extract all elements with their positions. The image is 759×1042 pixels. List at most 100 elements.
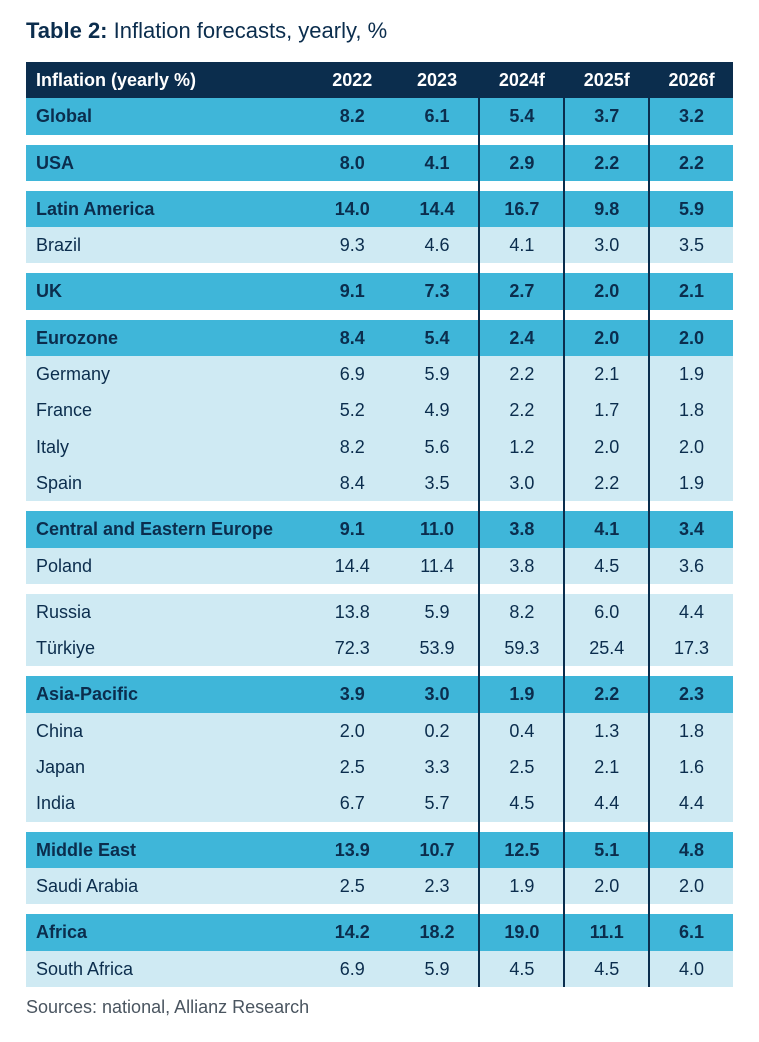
cell-value: 4.5 — [563, 951, 648, 987]
cell-value: 5.7 — [394, 785, 479, 821]
cell-value: 1.2 — [478, 429, 563, 465]
cell-value: 5.9 — [648, 191, 733, 227]
row-label: Russia — [26, 594, 309, 630]
cell-value: 3.7 — [563, 98, 648, 134]
cell-value: 8.4 — [309, 320, 394, 356]
cell-value: 4.0 — [648, 951, 733, 987]
cell-value: 2.1 — [563, 356, 648, 392]
gap-row — [26, 584, 733, 594]
cell-value: 6.9 — [309, 356, 394, 392]
cell-value: 4.4 — [563, 785, 648, 821]
row-label: Eurozone — [26, 320, 309, 356]
gap-row — [26, 181, 733, 191]
cell-value: 17.3 — [648, 630, 733, 666]
cell-value: 2.5 — [309, 868, 394, 904]
cell-value: 2.0 — [563, 273, 648, 309]
cell-value: 5.1 — [563, 832, 648, 868]
row-label: Brazil — [26, 227, 309, 263]
cell-value: 2.0 — [309, 713, 394, 749]
cell-value: 6.9 — [309, 951, 394, 987]
header-col: 2026f — [648, 62, 733, 98]
inflation-table: Inflation (yearly %) 2022 2023 2024f 202… — [26, 62, 733, 987]
cell-value: 3.3 — [394, 749, 479, 785]
cell-value: 4.5 — [563, 548, 648, 584]
gap-row — [26, 904, 733, 914]
row-label: South Africa — [26, 951, 309, 987]
country-row: India6.75.74.54.44.4 — [26, 785, 733, 821]
cell-value: 3.4 — [648, 511, 733, 547]
cell-value: 6.0 — [563, 594, 648, 630]
region-row: Asia-Pacific3.93.01.92.22.3 — [26, 676, 733, 712]
cell-value: 8.4 — [309, 465, 394, 501]
cell-value: 1.9 — [478, 868, 563, 904]
row-label: Central and Eastern Europe — [26, 511, 309, 547]
region-row: Latin America14.014.416.79.85.9 — [26, 191, 733, 227]
title-label: Table 2: — [26, 18, 108, 43]
cell-value: 2.2 — [478, 356, 563, 392]
cell-value: 1.9 — [648, 465, 733, 501]
cell-value: 1.9 — [648, 356, 733, 392]
cell-value: 13.9 — [309, 832, 394, 868]
country-row: Germany6.95.92.22.11.9 — [26, 356, 733, 392]
cell-value: 2.0 — [563, 429, 648, 465]
region-row: Eurozone8.45.42.42.02.0 — [26, 320, 733, 356]
cell-value: 4.5 — [478, 785, 563, 821]
row-label: India — [26, 785, 309, 821]
cell-value: 2.2 — [478, 392, 563, 428]
row-label: Latin America — [26, 191, 309, 227]
cell-value: 2.1 — [563, 749, 648, 785]
cell-value: 2.2 — [563, 465, 648, 501]
region-row: Middle East13.910.712.55.14.8 — [26, 832, 733, 868]
cell-value: 1.6 — [648, 749, 733, 785]
row-label: Germany — [26, 356, 309, 392]
cell-value: 1.7 — [563, 392, 648, 428]
cell-value: 6.7 — [309, 785, 394, 821]
header-col: 2025f — [563, 62, 648, 98]
cell-value: 1.8 — [648, 713, 733, 749]
cell-value: 2.4 — [478, 320, 563, 356]
country-row: Japan2.53.32.52.11.6 — [26, 749, 733, 785]
cell-value: 4.5 — [478, 951, 563, 987]
cell-value: 9.1 — [309, 511, 394, 547]
country-row: Russia13.85.98.26.04.4 — [26, 594, 733, 630]
cell-value: 5.9 — [394, 594, 479, 630]
cell-value: 5.6 — [394, 429, 479, 465]
cell-value: 3.8 — [478, 511, 563, 547]
country-row: Italy8.25.61.22.02.0 — [26, 429, 733, 465]
cell-value: 2.2 — [648, 145, 733, 181]
cell-value: 2.2 — [563, 676, 648, 712]
cell-value: 2.5 — [309, 749, 394, 785]
country-row: Spain8.43.53.02.21.9 — [26, 465, 733, 501]
country-row: Saudi Arabia2.52.31.92.02.0 — [26, 868, 733, 904]
cell-value: 2.3 — [394, 868, 479, 904]
cell-value: 9.3 — [309, 227, 394, 263]
row-label: Spain — [26, 465, 309, 501]
cell-value: 3.9 — [309, 676, 394, 712]
table-header-row: Inflation (yearly %) 2022 2023 2024f 202… — [26, 62, 733, 98]
row-label: Asia-Pacific — [26, 676, 309, 712]
cell-value: 18.2 — [394, 914, 479, 950]
row-label: Saudi Arabia — [26, 868, 309, 904]
cell-value: 2.0 — [648, 320, 733, 356]
cell-value: 1.9 — [478, 676, 563, 712]
cell-value: 7.3 — [394, 273, 479, 309]
table-title: Table 2: Inflation forecasts, yearly, % — [26, 18, 733, 44]
row-label: Japan — [26, 749, 309, 785]
cell-value: 2.2 — [563, 145, 648, 181]
gap-row — [26, 263, 733, 273]
country-row: France5.24.92.21.71.8 — [26, 392, 733, 428]
cell-value: 3.5 — [394, 465, 479, 501]
cell-value: 2.0 — [563, 320, 648, 356]
cell-value: 9.1 — [309, 273, 394, 309]
cell-value: 5.4 — [394, 320, 479, 356]
cell-value: 3.0 — [478, 465, 563, 501]
country-row: Türkiye72.353.959.325.417.3 — [26, 630, 733, 666]
cell-value: 14.4 — [309, 548, 394, 584]
region-row: UK9.17.32.72.02.1 — [26, 273, 733, 309]
cell-value: 1.3 — [563, 713, 648, 749]
cell-value: 5.4 — [478, 98, 563, 134]
cell-value: 14.0 — [309, 191, 394, 227]
cell-value: 4.6 — [394, 227, 479, 263]
cell-value: 3.5 — [648, 227, 733, 263]
cell-value: 2.7 — [478, 273, 563, 309]
